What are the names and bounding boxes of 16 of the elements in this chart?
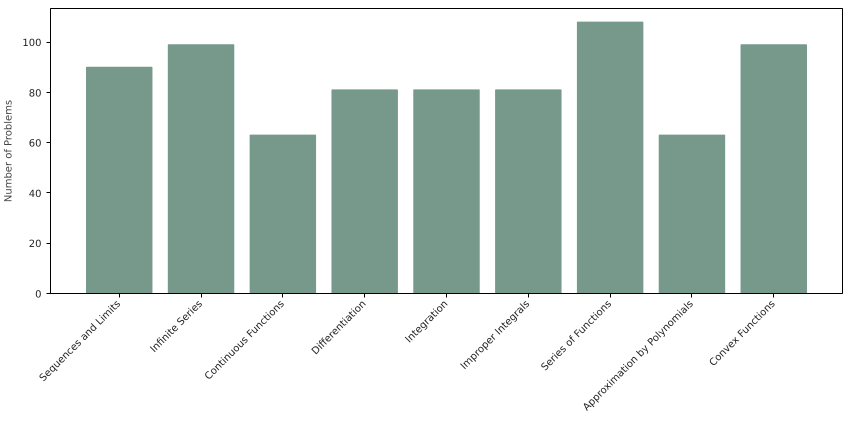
bar bbox=[658, 134, 726, 294]
bar bbox=[168, 44, 234, 294]
y-axis-title: Number of Problems bbox=[3, 100, 14, 202]
bar bbox=[740, 44, 807, 294]
bar bbox=[576, 22, 644, 294]
bar bbox=[331, 89, 398, 294]
y-tick-label: 40 bbox=[28, 188, 42, 200]
bar bbox=[495, 89, 562, 294]
y-tick-label: 80 bbox=[28, 88, 42, 100]
y-tick-label: 20 bbox=[28, 239, 42, 250]
bar bbox=[413, 89, 480, 294]
y-tick-label: 100 bbox=[22, 38, 42, 50]
bar bbox=[86, 66, 152, 294]
y-tick-label: 0 bbox=[35, 290, 42, 300]
y-tick-label: 60 bbox=[28, 138, 42, 150]
bar bbox=[250, 134, 316, 294]
